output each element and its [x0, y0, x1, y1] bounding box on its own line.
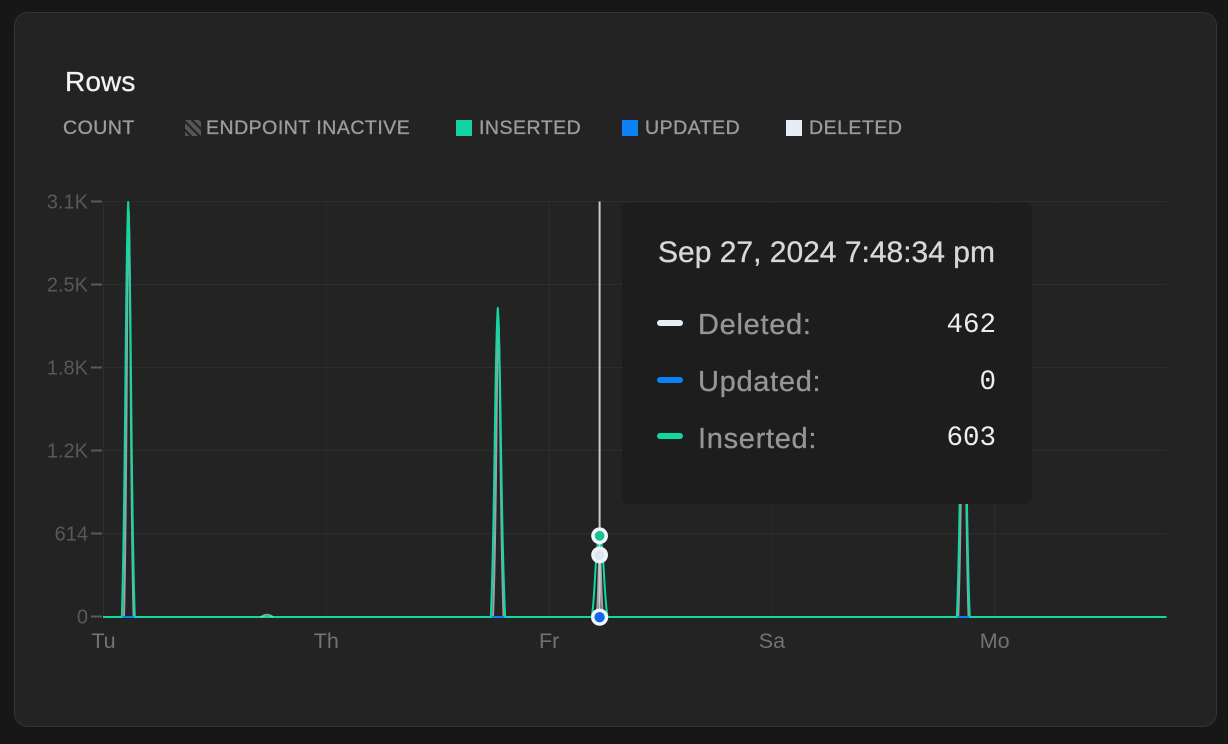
svg-text:Mo: Mo — [980, 629, 1010, 653]
svg-text:614: 614 — [55, 524, 88, 546]
svg-text:Tu: Tu — [91, 629, 115, 653]
svg-text:Fr: Fr — [539, 629, 559, 653]
svg-text:Th: Th — [314, 629, 339, 653]
svg-text:Sa: Sa — [759, 629, 785, 653]
svg-text:3.1K: 3.1K — [47, 192, 89, 214]
svg-text:1.2K: 1.2K — [47, 441, 89, 463]
svg-text:2.5K: 2.5K — [47, 275, 89, 297]
svg-text:0: 0 — [77, 607, 88, 629]
svg-text:1.8K: 1.8K — [47, 358, 89, 380]
